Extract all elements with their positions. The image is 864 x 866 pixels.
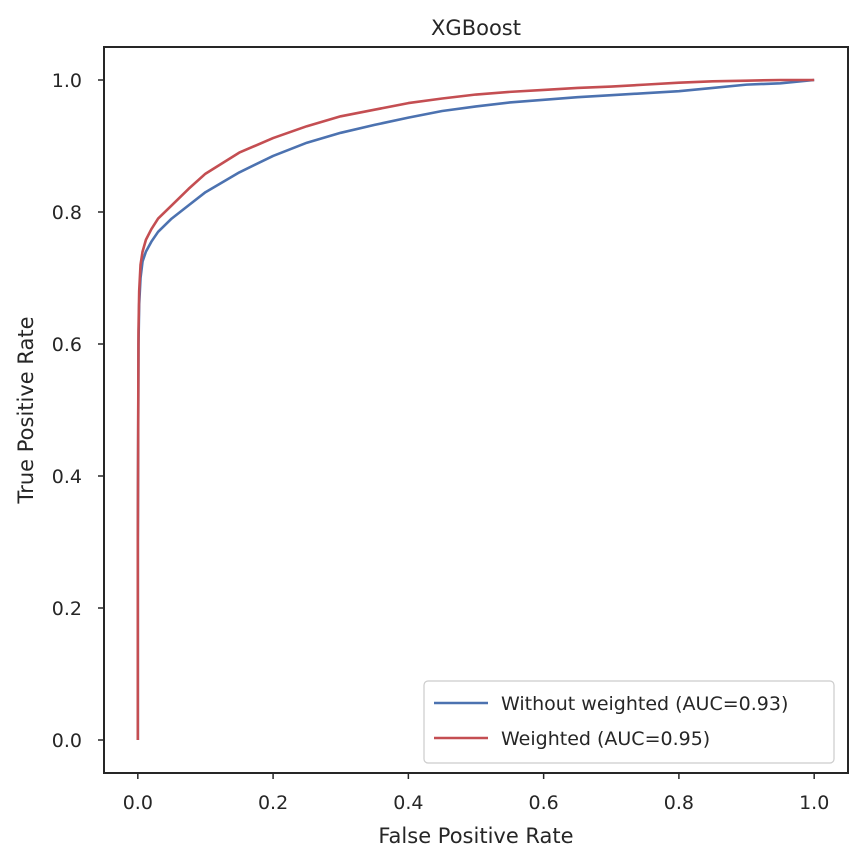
y-tick-label: 0.4 [52,466,82,488]
legend-label-without-weighted: Without weighted (AUC=0.93) [501,693,788,715]
legend-label-weighted: Weighted (AUC=0.95) [501,728,710,750]
x-tick-label: 0.6 [529,792,559,814]
x-tick-label: 0.4 [393,792,423,814]
series-line-weighted [136,78,815,740]
legend: Without weighted (AUC=0.93) Weighted (AU… [423,680,835,764]
legend-box [423,680,835,764]
y-tick-label: 1.0 [52,70,82,92]
x-axis-ticks: 0.0 0.2 0.4 0.6 0.8 1.0 [123,773,829,814]
y-tick-label: 0.6 [52,334,82,356]
plot-area [103,46,849,774]
chart-title: XGBoost [431,16,521,40]
y-tick-label: 0.2 [52,598,82,620]
y-axis-label: True Positive Rate [14,316,38,504]
x-tick-label: 0.8 [664,792,694,814]
y-axis-ticks: 0.0 0.2 0.4 0.6 0.8 1.0 [52,70,104,752]
x-axis-label: False Positive Rate [378,824,573,848]
y-tick-label: 0.0 [52,730,82,752]
x-tick-label: 0.0 [123,792,153,814]
series-line-without-weighted [136,78,815,740]
series-layer [136,78,815,740]
plot-frame [103,46,849,774]
y-tick-label: 0.8 [52,202,82,224]
x-tick-label: 0.2 [258,792,288,814]
x-tick-label: 1.0 [799,792,829,814]
